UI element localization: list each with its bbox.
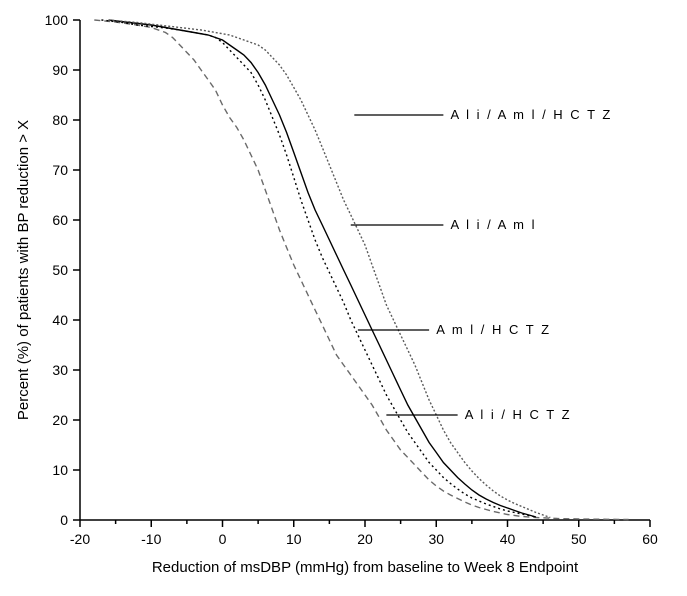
y-tick-label: 40 (52, 312, 68, 328)
y-tick-label: 100 (45, 12, 69, 28)
x-tick-label: 60 (642, 531, 658, 547)
x-tick-label: 50 (571, 531, 587, 547)
series-ali-hctz (94, 20, 628, 520)
y-tick-label: 70 (52, 162, 68, 178)
annotation-label-ali-aml-hctz: A l i / A m l / H C T Z (451, 107, 613, 122)
y-tick-label: 30 (52, 362, 68, 378)
x-tick-label: -20 (70, 531, 90, 547)
y-tick-label: 10 (52, 462, 68, 478)
series-ali-aml (109, 20, 537, 517)
y-tick-label: 60 (52, 212, 68, 228)
x-tick-label: 30 (428, 531, 444, 547)
y-tick-label: 90 (52, 62, 68, 78)
series-aml-hctz (101, 20, 536, 517)
annotation-label-ali-hctz: A l i / H C T Z (465, 407, 572, 422)
cumulative-distribution-chart: -20 -10 0 10 20 30 40 50 60 0 10 20 30 40 50 60 70 80 90 10… (0, 0, 687, 596)
annotation-label-ali-aml: A l i / A m l (451, 217, 537, 232)
y-tick-label: 80 (52, 112, 68, 128)
y-tick-label: 0 (60, 512, 68, 528)
y-axis-title: Percent (%) of patients with BP reductio… (15, 120, 32, 420)
chart-container: -20 -10 0 10 20 30 40 50 60 0 10 20 30 40 50 60 70 80 90 10… (0, 0, 687, 596)
series-ali-aml-hctz (109, 20, 551, 518)
x-tick-label: 0 (219, 531, 227, 547)
annotation-label-aml-hctz: A m l / H C T Z (436, 322, 551, 337)
x-tick-label: 20 (357, 531, 373, 547)
y-tick-label: 50 (52, 262, 68, 278)
y-tick-label: 20 (52, 412, 68, 428)
x-axis-title: Reduction of msDBP (mmHg) from baseline … (152, 559, 579, 576)
x-tick-label: 40 (500, 531, 516, 547)
x-tick-label: -10 (141, 531, 161, 547)
x-tick-label: 10 (286, 531, 302, 547)
